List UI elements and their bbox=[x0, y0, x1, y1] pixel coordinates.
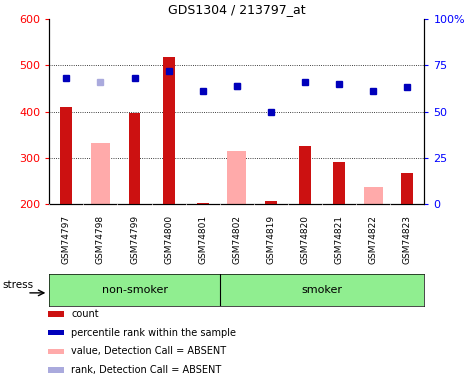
Bar bbox=[61, 107, 72, 204]
Text: GSM74799: GSM74799 bbox=[130, 214, 139, 264]
Text: percentile rank within the sample: percentile rank within the sample bbox=[71, 328, 236, 338]
Text: smoker: smoker bbox=[302, 285, 343, 295]
Bar bbox=[227, 151, 246, 204]
Bar bbox=[48, 368, 63, 373]
Bar bbox=[265, 201, 277, 204]
Text: non-smoker: non-smoker bbox=[101, 285, 167, 295]
Text: GSM74800: GSM74800 bbox=[164, 214, 173, 264]
Text: GSM74822: GSM74822 bbox=[369, 214, 378, 264]
Bar bbox=[48, 349, 63, 354]
Bar bbox=[333, 162, 345, 204]
Text: GSM74798: GSM74798 bbox=[96, 214, 105, 264]
Bar bbox=[91, 142, 110, 204]
Bar bbox=[48, 330, 63, 336]
Text: GSM74819: GSM74819 bbox=[266, 214, 275, 264]
Text: GSM74801: GSM74801 bbox=[198, 214, 207, 264]
Text: GSM74820: GSM74820 bbox=[301, 214, 310, 264]
Text: count: count bbox=[71, 309, 99, 319]
Bar bbox=[299, 146, 311, 204]
Text: GSM74802: GSM74802 bbox=[232, 214, 242, 264]
Text: rank, Detection Call = ABSENT: rank, Detection Call = ABSENT bbox=[71, 365, 222, 375]
Bar bbox=[48, 311, 63, 317]
Text: stress: stress bbox=[2, 280, 34, 290]
Bar bbox=[364, 187, 383, 204]
Text: GSM74821: GSM74821 bbox=[335, 214, 344, 264]
Text: value, Detection Call = ABSENT: value, Detection Call = ABSENT bbox=[71, 346, 227, 356]
Text: GSM74823: GSM74823 bbox=[403, 214, 412, 264]
Title: GDS1304 / 213797_at: GDS1304 / 213797_at bbox=[168, 3, 306, 16]
Bar bbox=[163, 57, 174, 204]
Bar bbox=[401, 173, 413, 204]
Bar bbox=[197, 203, 209, 204]
Bar bbox=[129, 113, 141, 204]
Text: GSM74797: GSM74797 bbox=[62, 214, 71, 264]
